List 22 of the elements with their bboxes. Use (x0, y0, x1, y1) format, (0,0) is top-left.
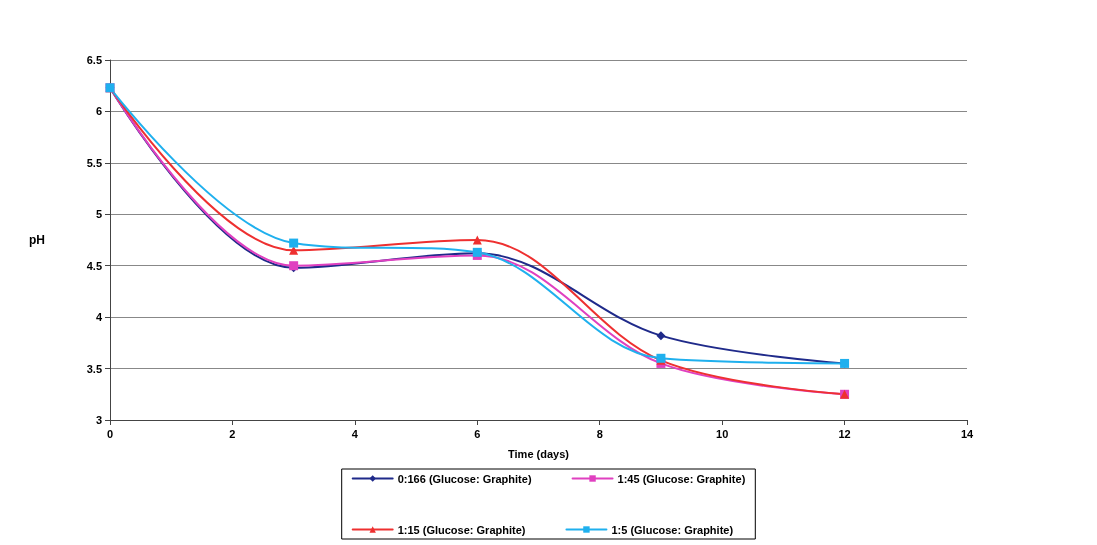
x-tick-label: 6 (474, 427, 481, 440)
legend-label: 1:15 (Glucose: Graphite) (397, 523, 526, 536)
y-tick-label: 6.5 (86, 54, 102, 66)
x-tick-label: 12 (838, 427, 851, 440)
y-tick-label: 5 (95, 208, 102, 221)
x-axis-title: Time (days) (508, 447, 570, 460)
x-tick-label: 8 (596, 427, 603, 440)
x-tick-label: 14 (960, 427, 974, 440)
y-tick-label: 3.5 (86, 362, 102, 375)
y-tick-label: 4.5 (86, 259, 102, 272)
x-tick-label: 0 (106, 427, 114, 440)
legend-label: 1:45 (Glucose: Graphite) (617, 472, 746, 485)
x-tick-label: 10 (716, 427, 729, 440)
legend-label: 1:5 (Glucose: Graphite) (611, 523, 734, 536)
y-tick-label: 4 (95, 311, 103, 324)
legend-label: 0:166 (Glucose: Graphite) (397, 472, 532, 485)
x-tick-label: 2 (229, 427, 236, 440)
y-tick-label: 3 (95, 414, 102, 426)
x-tick-label: 4 (351, 427, 359, 440)
y-tick-label: 6 (95, 105, 102, 118)
y-axis-title: pH (29, 233, 45, 247)
y-tick-label: 5.5 (86, 156, 102, 169)
